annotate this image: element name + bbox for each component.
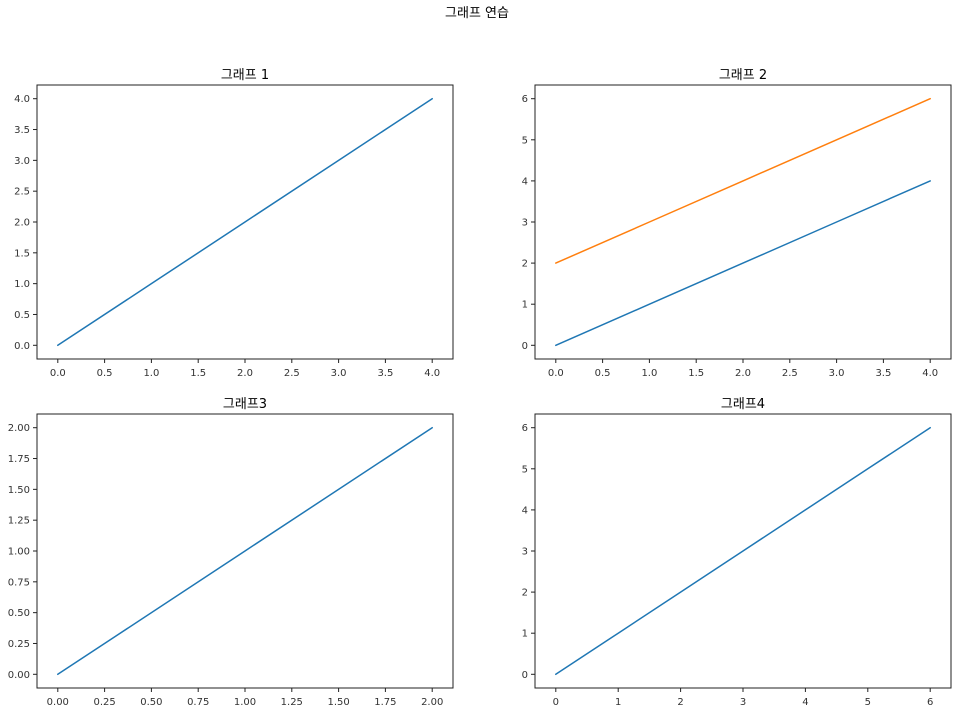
x-tick-label: 0.5 [97,368,113,379]
subplot-3: 그래프3 0.00 0.25 0.50 0.75 1.00 1.25 1.50 1.75 2.0… [8,397,454,708]
x-tick-label: 3.0 [829,368,845,379]
x-tick-label: 6 [927,697,933,708]
y-tick-label: 0 [522,341,528,352]
x-tick-label: 0.5 [595,368,611,379]
y-tick-label: 0.5 [14,310,30,321]
y-tick-label: 2 [522,259,528,270]
y-tick-label: 6 [522,94,528,105]
x-tick-label: 1.50 [327,697,349,708]
subplot-3-title: 그래프3 [223,397,267,412]
y-tick-label: 0.50 [8,608,30,619]
y-tick-label: 1.25 [8,516,30,527]
x-tick-label: 0.25 [93,697,115,708]
x-tick-label: 1.5 [688,368,704,379]
y-tick-label: 0.25 [8,639,30,650]
x-tick-label: 3.5 [377,368,393,379]
subplot-3-plot: 0.00 0.25 0.50 0.75 1.00 1.25 1.50 1.75 2.00 0.00… [8,413,454,708]
x-tick-label: 5 [865,697,871,708]
x-tick-label: 1.75 [374,697,396,708]
y-tick-label: 0.75 [8,577,30,588]
y-tick-label: 0 [522,670,528,681]
subplot-4-title: 그래프4 [721,397,765,412]
y-tick-label: 3.0 [14,156,30,167]
x-tick-label: 0.0 [50,368,66,379]
subplot-2-plot: 0.0 0.5 1.0 1.5 2.0 2.5 3.0 3.5 4.0 0 1 2 3 4 5 6 [522,84,952,379]
y-tick-label: 1 [522,300,528,311]
y-tick-label: 0.00 [8,670,30,681]
y-tick-label: 3 [522,547,528,558]
y-tick-label: 2.5 [14,187,30,198]
x-tick-label: 0.00 [47,697,69,708]
y-tick-label: 3 [522,218,528,229]
x-tick-label: 0.50 [140,697,162,708]
y-tick-label: 2 [522,588,528,599]
series-line-1 [555,426,931,676]
x-tick-label: 2 [677,697,683,708]
x-tick-label: 1.00 [234,697,256,708]
y-tick-label: 5 [522,464,528,475]
x-tick-label: 1.25 [281,697,303,708]
y-tick-label: 3.5 [14,125,30,136]
series-line-1 [57,426,433,676]
y-tick-label: 6 [522,423,528,434]
y-tick-label: 0.0 [14,341,30,352]
y-tick-label: 1.5 [14,248,30,259]
subplot-4-plot: 0 1 2 3 4 5 6 0 1 2 3 4 5 6 [522,413,952,708]
figure-suptitle: 그래프 연습 [445,6,509,21]
y-tick-label: 5 [522,135,528,146]
x-tick-label: 2.5 [782,368,798,379]
x-tick-label: 0 [553,697,559,708]
x-tick-label: 4.0 [424,368,440,379]
y-tick-label: 1.00 [8,547,30,558]
x-tick-label: 2.5 [284,368,300,379]
subplot-1-title: 그래프 1 [221,68,269,83]
x-tick-label: 1.5 [190,368,206,379]
x-tick-label: 0.0 [548,368,564,379]
subplot-2-title: 그래프 2 [719,68,767,83]
series-line-1 [555,180,931,347]
x-tick-label: 0.75 [187,697,209,708]
x-tick-label: 4.0 [922,368,938,379]
axes-frame [534,84,952,360]
x-tick-label: 2.00 [421,697,443,708]
subplot-4: 그래프4 0 1 2 3 4 5 6 0 1 2 3 4 5 6 [522,397,952,708]
x-tick-label: 2.0 [237,368,253,379]
y-tick-label: 4 [522,176,528,187]
series-line-1 [57,97,433,347]
subplot-1: 그래프 1 0.0 0.5 1.0 1.5 2.0 2.5 3.0 3.5 4.0 0.0 0.5 1… [14,68,454,379]
y-tick-label: 4 [522,505,528,516]
y-tick-label: 2.0 [14,218,30,229]
x-tick-label: 3.5 [875,368,891,379]
y-tick-label: 1 [522,629,528,640]
y-tick-label: 2.00 [8,423,30,434]
y-tick-label: 1.50 [8,485,30,496]
y-tick-label: 1.75 [8,454,30,465]
subplot-1-plot: 0.0 0.5 1.0 1.5 2.0 2.5 3.0 3.5 4.0 0.0 0.5 1.0 1.5 2… [14,84,454,379]
series-line-2 [555,97,931,264]
y-tick-label: 4.0 [14,94,30,105]
x-tick-label: 1.0 [143,368,159,379]
x-tick-label: 1.0 [641,368,657,379]
y-tick-label: 1.0 [14,279,30,290]
x-tick-label: 1 [615,697,621,708]
x-tick-label: 4 [802,697,808,708]
x-tick-label: 3.0 [331,368,347,379]
x-tick-label: 2.0 [735,368,751,379]
subplot-2: 그래프 2 0.0 0.5 1.0 1.5 2.0 2.5 3.0 3.5 4.0 0 1 2 3 4 5 6 [522,68,952,379]
x-tick-label: 3 [740,697,746,708]
